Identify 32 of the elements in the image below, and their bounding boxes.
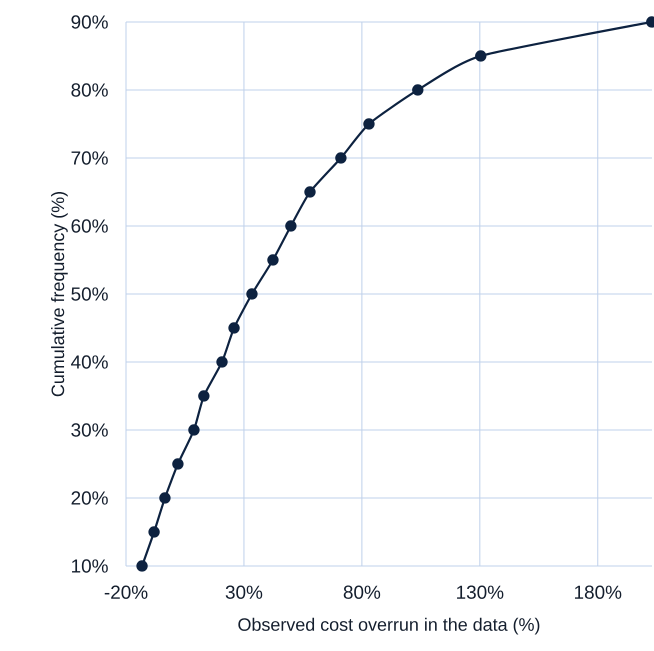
x-tick-label: 130%: [457, 586, 504, 599]
point: [159, 492, 171, 504]
y-tick-label: 30%: [71, 423, 108, 437]
x-axis-title: Observed cost overrun in the data (%): [238, 618, 540, 634]
point: [136, 560, 148, 572]
point: [412, 84, 424, 96]
y-tick-label: 40%: [71, 355, 108, 369]
point: [285, 220, 297, 232]
x-tick-label: 80%: [344, 586, 380, 599]
point: [475, 50, 486, 62]
point: [148, 526, 160, 538]
x-tick-label: -20%: [104, 586, 148, 599]
x-tick-label: 180%: [574, 586, 622, 599]
point: [216, 356, 228, 368]
y-tick-label: 20%: [72, 491, 108, 505]
y-tick-label: 70%: [72, 151, 108, 165]
point: [228, 322, 240, 334]
point: [246, 288, 258, 300]
y-tick-label: 90%: [71, 15, 108, 29]
y-tick-label: 50%: [71, 287, 108, 301]
y-axis-title: Cumulative frequency (%): [51, 192, 68, 396]
point: [363, 118, 375, 130]
y-tick-label: 10%: [72, 559, 108, 573]
x-tick-label: 30%: [226, 586, 262, 599]
point: [335, 152, 347, 164]
y-tick-label: 60%: [72, 219, 108, 233]
y-tick-label: 80%: [71, 83, 108, 97]
point: [172, 458, 184, 470]
point: [188, 424, 200, 436]
point: [198, 390, 210, 402]
point: [267, 254, 279, 266]
point: [304, 186, 316, 198]
